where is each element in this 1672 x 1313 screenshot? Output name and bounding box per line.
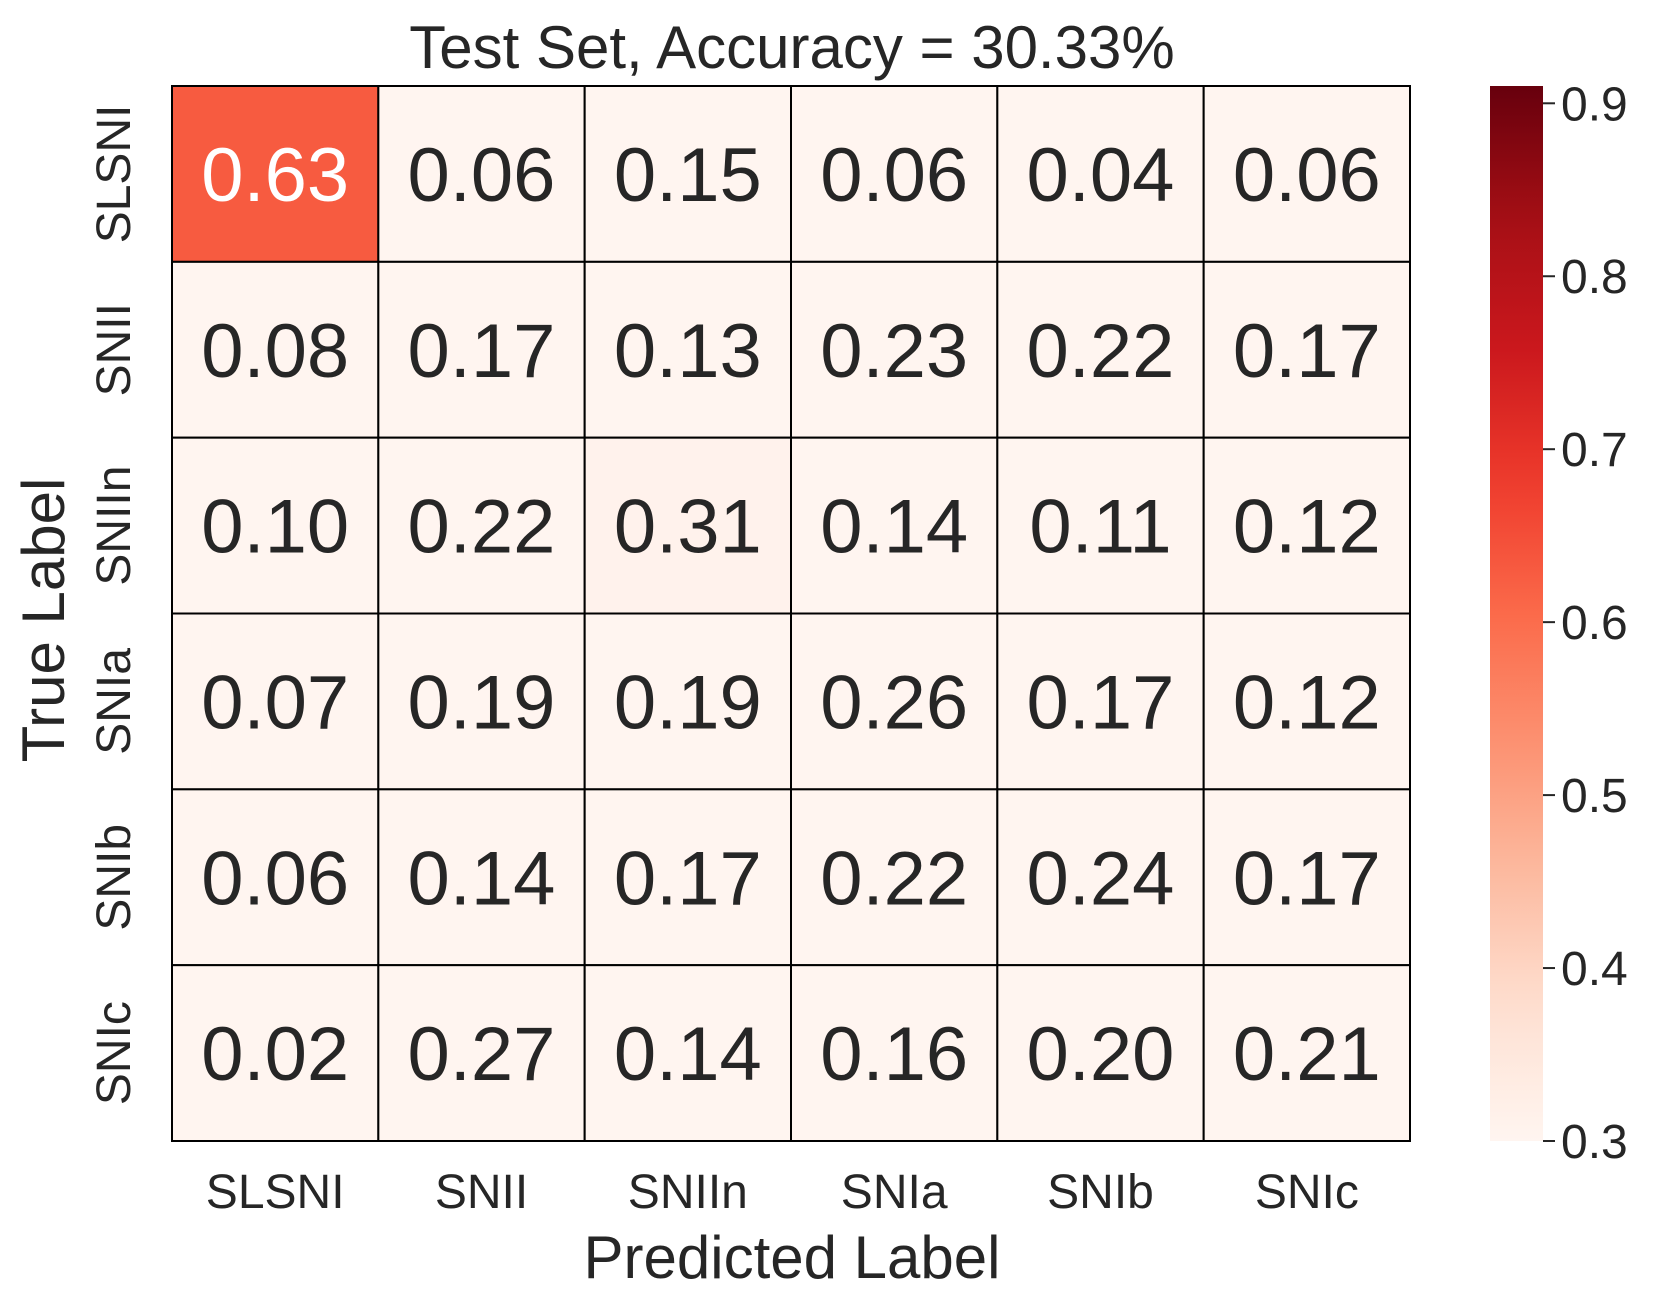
cell-value-label: 0.23 xyxy=(820,309,968,394)
heatmap-cell xyxy=(171,964,380,1143)
y-tick-label: SNIIn xyxy=(88,466,141,586)
cell-value-label: 0.12 xyxy=(1233,660,1381,745)
heatmap-cell xyxy=(790,964,999,1143)
heatmap-cell xyxy=(996,788,1205,967)
heatmap-cell xyxy=(1202,788,1411,967)
cell-value-label: 0.11 xyxy=(1029,485,1171,570)
cell-value-label: 0.17 xyxy=(614,836,762,921)
colorbar-fill xyxy=(1490,86,1543,1141)
heatmap-cells: 0.63 0.06 0.15 0.06 0.04 0.06 0.08 0.17 0.13 0.23… xyxy=(171,85,1411,1143)
cell-value-label: 0.19 xyxy=(408,660,556,745)
heatmap-cell xyxy=(996,612,1205,791)
cell-value-label: 0.21 xyxy=(1233,1012,1381,1097)
cell-value-label: 0.12 xyxy=(1233,485,1381,570)
y-tick-label: SLSNI xyxy=(88,105,141,244)
cell-value-label: 0.07 xyxy=(201,660,349,745)
x-tick-labels: SLSNI SNII SNIIn SNIa SNIb SNIc xyxy=(206,1166,1359,1219)
heatmap-cell xyxy=(583,612,793,791)
heatmap-cell xyxy=(790,788,999,967)
cell-value-label: 0.17 xyxy=(1027,660,1175,745)
colorbar-tick-label: 0.4 xyxy=(1561,943,1628,996)
cell-value-label: 0.14 xyxy=(820,485,968,570)
x-tick-label: SNIa xyxy=(841,1166,948,1219)
y-tick-label: SNII xyxy=(88,303,141,396)
heatmap-cell xyxy=(790,260,999,439)
cell-value-label: 0.26 xyxy=(820,660,968,745)
heatmap-cell xyxy=(171,85,380,263)
x-tick-label: SNII xyxy=(435,1166,528,1219)
x-tick-label: SLSNI xyxy=(206,1166,345,1219)
cell-value-label: 0.15 xyxy=(614,133,762,218)
heatmap-cell xyxy=(996,964,1205,1143)
cell-value-label: 0.22 xyxy=(820,836,968,921)
x-tick-label: SNIb xyxy=(1047,1166,1154,1219)
cell-value-label: 0.06 xyxy=(408,133,556,218)
heatmap-cell xyxy=(171,612,380,791)
heatmap-cell xyxy=(790,85,999,263)
colorbar-tick-label: 0.6 xyxy=(1561,597,1628,650)
heatmap-cell xyxy=(171,788,380,967)
cell-value-label: 0.10 xyxy=(201,485,349,570)
cell-value-label: 0.08 xyxy=(201,309,349,394)
cell-value-label: 0.04 xyxy=(1027,133,1175,218)
colorbar: 0.3 0.4 0.5 0.6 0.7 0.8 0.9 xyxy=(1490,78,1628,1169)
heatmap-cell xyxy=(1202,612,1411,791)
colorbar-tick-label: 0.9 xyxy=(1561,78,1628,131)
heatmap-cell xyxy=(583,436,793,615)
y-tick-label: SNIa xyxy=(88,648,141,755)
heatmap-cell xyxy=(790,612,999,791)
colorbar-tick-label: 0.3 xyxy=(1561,1116,1628,1169)
heatmap-cell xyxy=(377,612,586,791)
cell-value-label: 0.06 xyxy=(820,133,968,218)
cell-value-label: 0.14 xyxy=(614,1012,762,1097)
cell-value-label: 0.22 xyxy=(1027,309,1175,394)
heatmap-cell xyxy=(790,436,999,615)
cell-value-label: 0.06 xyxy=(201,836,349,921)
heatmap-cell xyxy=(996,436,1205,615)
y-tick-labels: SLSNI SNII SNIIn SNIa SNIb SNIc xyxy=(88,105,141,1106)
heatmap-cell xyxy=(583,85,793,263)
cell-value-label: 0.17 xyxy=(1233,309,1381,394)
cell-value-label: 0.24 xyxy=(1027,836,1175,921)
cell-value-label: 0.14 xyxy=(408,836,556,921)
heatmap-cell xyxy=(377,436,586,615)
y-axis-label: True Label xyxy=(10,478,77,763)
cell-value-label: 0.27 xyxy=(408,1012,556,1097)
cell-value-label: 0.02 xyxy=(201,1012,349,1097)
colorbar-tick-label: 0.7 xyxy=(1561,424,1628,477)
heatmap-cell xyxy=(1202,85,1411,263)
colorbar-tick-label: 0.8 xyxy=(1561,251,1628,304)
cell-value-label: 0.17 xyxy=(1233,836,1381,921)
chart-title: Test Set, Accuracy = 30.33% xyxy=(409,14,1174,81)
heatmap-cell xyxy=(996,85,1205,263)
heatmap-cell xyxy=(1202,964,1411,1143)
cell-value-label: 0.63 xyxy=(201,133,349,218)
colorbar-tick-label: 0.5 xyxy=(1561,770,1628,823)
heatmap-cell xyxy=(583,788,793,967)
cell-value-label: 0.06 xyxy=(1233,133,1381,218)
cell-value-label: 0.31 xyxy=(614,485,762,570)
cell-value-label: 0.20 xyxy=(1027,1012,1175,1097)
heatmap-cell xyxy=(1202,260,1411,439)
x-tick-label: SNIc xyxy=(1255,1166,1359,1219)
heatmap-cell xyxy=(1202,436,1411,615)
x-axis-label: Predicted Label xyxy=(584,1224,1001,1291)
cell-value-label: 0.17 xyxy=(408,309,556,394)
y-tick-label: SNIb xyxy=(88,824,141,931)
heatmap-cell xyxy=(171,436,380,615)
heatmap-cell xyxy=(377,85,586,263)
heatmap-cell xyxy=(377,260,586,439)
x-tick-label: SNIIn xyxy=(628,1166,748,1219)
y-tick-label: SNIc xyxy=(88,1001,141,1105)
colorbar-ticks: 0.3 0.4 0.5 0.6 0.7 0.8 0.9 xyxy=(1543,78,1628,1169)
cell-value-label: 0.19 xyxy=(614,660,762,745)
cell-value-label: 0.16 xyxy=(820,1012,968,1097)
cell-value-label: 0.22 xyxy=(408,485,556,570)
cell-value-label: 0.13 xyxy=(614,309,762,394)
